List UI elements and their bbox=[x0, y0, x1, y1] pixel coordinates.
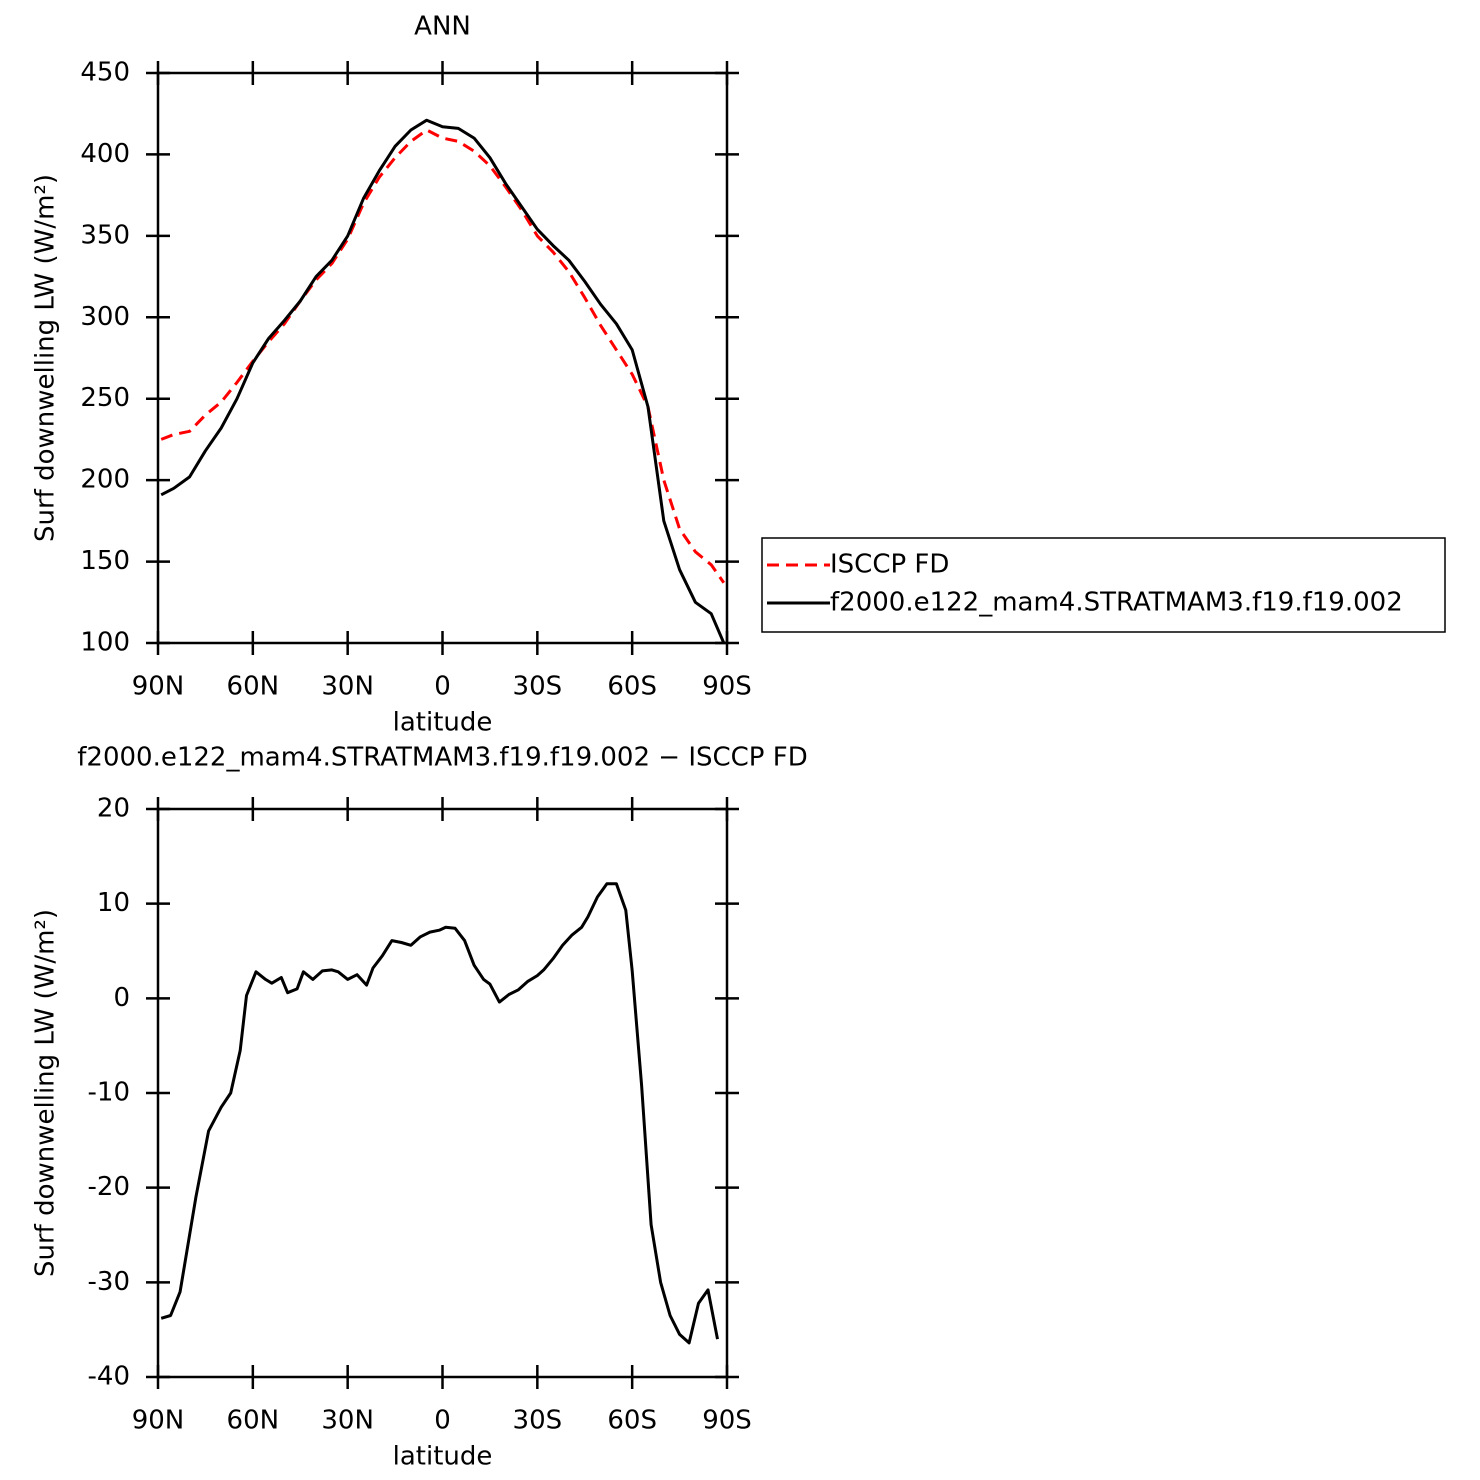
y-axis-label: Surf downwelling LW (W/m²) bbox=[31, 174, 61, 542]
x-tick-label: 60S bbox=[607, 1406, 657, 1436]
y-tick-label: -30 bbox=[88, 1267, 130, 1297]
y-tick-label: 0 bbox=[113, 983, 130, 1013]
y-tick-label: 20 bbox=[97, 794, 130, 824]
chart-title: f2000.e122_mam4.STRATMAM3.f19.f19.002 − … bbox=[77, 743, 807, 773]
x-tick-label: 30S bbox=[513, 1406, 563, 1436]
y-tick-label: 350 bbox=[80, 220, 130, 250]
x-tick-label: 90S bbox=[702, 1406, 752, 1436]
y-tick-label: 400 bbox=[80, 139, 130, 169]
data-line bbox=[160, 128, 726, 584]
x-tick-label: 60S bbox=[607, 672, 657, 702]
x-tick-label: 90S bbox=[702, 672, 752, 702]
chart-title: ANN bbox=[414, 12, 471, 42]
legend-label: ISCCP FD bbox=[830, 550, 949, 580]
x-tick-label: 90N bbox=[132, 672, 185, 702]
x-tick-label: 0 bbox=[434, 1406, 451, 1436]
y-tick-label: -20 bbox=[88, 1172, 130, 1202]
y-tick-label: 250 bbox=[80, 383, 130, 413]
x-tick-label: 60N bbox=[227, 1406, 280, 1436]
plot-frame bbox=[156, 807, 729, 1379]
plot-frame bbox=[156, 71, 729, 645]
legend-box bbox=[761, 537, 1446, 633]
legend-label: f2000.e122_mam4.STRATMAM3.f19.f19.002 bbox=[830, 588, 1403, 618]
y-tick-label: 150 bbox=[80, 546, 130, 576]
y-axis-label: Surf downwelling LW (W/m²) bbox=[31, 909, 61, 1277]
y-tick-label: -40 bbox=[88, 1362, 130, 1392]
x-tick-label: 0 bbox=[434, 672, 451, 702]
y-tick-label: 100 bbox=[80, 628, 130, 658]
y-tick-label: 450 bbox=[80, 58, 130, 88]
x-tick-label: 30S bbox=[513, 672, 563, 702]
y-tick-label: -10 bbox=[88, 1078, 130, 1108]
y-tick-label: 10 bbox=[97, 888, 130, 918]
y-tick-label: 200 bbox=[80, 465, 130, 495]
data-line bbox=[160, 882, 719, 1345]
data-line bbox=[160, 118, 726, 644]
x-axis-label: latitude bbox=[393, 1442, 493, 1472]
y-tick-label: 300 bbox=[80, 302, 130, 332]
x-tick-label: 60N bbox=[227, 672, 280, 702]
x-tick-label: 30N bbox=[321, 1406, 374, 1436]
x-axis-label: latitude bbox=[393, 708, 493, 738]
x-tick-label: 90N bbox=[132, 1406, 185, 1436]
x-tick-label: 30N bbox=[321, 672, 374, 702]
